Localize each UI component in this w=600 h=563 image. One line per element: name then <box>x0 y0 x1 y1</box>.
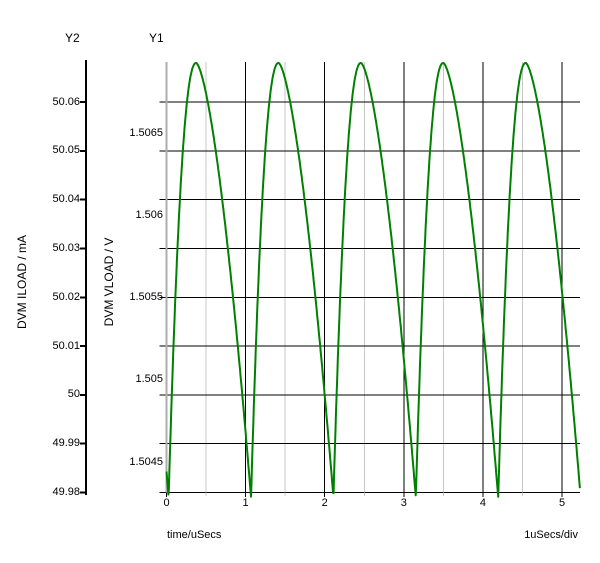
y1-tick-label: 1.505 <box>135 373 163 386</box>
x-tick-label: 2 <box>321 497 328 509</box>
y2-tick-label: 50.02 <box>52 290 80 303</box>
waveform-trace[interactable] <box>165 62 581 498</box>
x-tick-label: 4 <box>479 497 486 509</box>
y2-tick-label: 50.04 <box>52 193 80 206</box>
x-tick-label: 5 <box>558 497 566 509</box>
y2-axis-header: Y2 <box>65 31 80 45</box>
y1-axis-title: DVM VLOAD / V <box>102 237 116 327</box>
y2-axis-title: DVM ILOAD / mA <box>15 234 29 330</box>
x-tick-label: 3 <box>400 497 407 509</box>
x-tick-label: 1 <box>242 497 249 509</box>
y1-axis-header: Y1 <box>149 31 164 45</box>
y1-tick-label: 1.5055 <box>129 291 163 303</box>
x-scale-per-div-label: 1uSecs/div <box>524 529 578 541</box>
y2-tick-label: 50.06 <box>52 95 80 108</box>
y2-tick-label: 50 <box>67 388 80 401</box>
y2-tick-label: 50.05 <box>52 144 80 157</box>
y1-tick-label: 1.5065 <box>129 126 163 139</box>
y1-tick-label: 1.5045 <box>129 455 163 468</box>
y2-tick-label: 50.03 <box>52 241 80 254</box>
x-tick-label: 0 <box>163 497 170 509</box>
y2-tick-label: 50.01 <box>52 339 80 352</box>
y2-tick-label: 49.98 <box>52 486 80 498</box>
x-axis-title: time/uSecs <box>167 529 222 541</box>
y1-tick-label: 1.506 <box>135 208 163 221</box>
y2-tick-label: 49.99 <box>52 437 80 450</box>
